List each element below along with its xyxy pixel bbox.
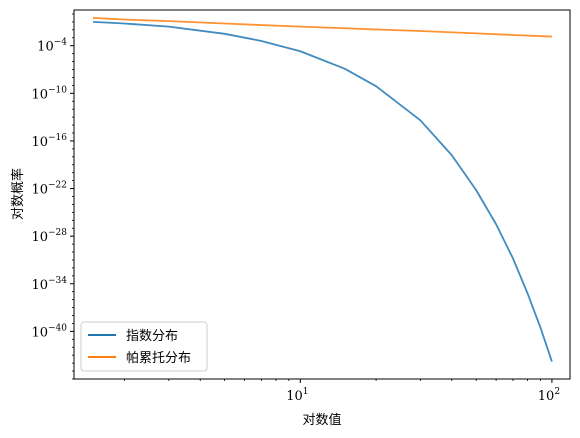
series-line-0 [93,21,553,362]
y-axis-label: 对数概率 [10,168,26,220]
series-line-1 [93,17,552,38]
legend-label-pareto: 帕累托分布 [126,351,191,366]
series-layer [93,17,553,362]
legend: 指数分布 帕累托分布 [80,321,208,372]
plot-area [74,10,570,379]
x-axis-label: 对数值 [302,412,341,428]
plot-frame [73,9,571,380]
legend-label-exponential: 指数分布 [126,329,178,344]
